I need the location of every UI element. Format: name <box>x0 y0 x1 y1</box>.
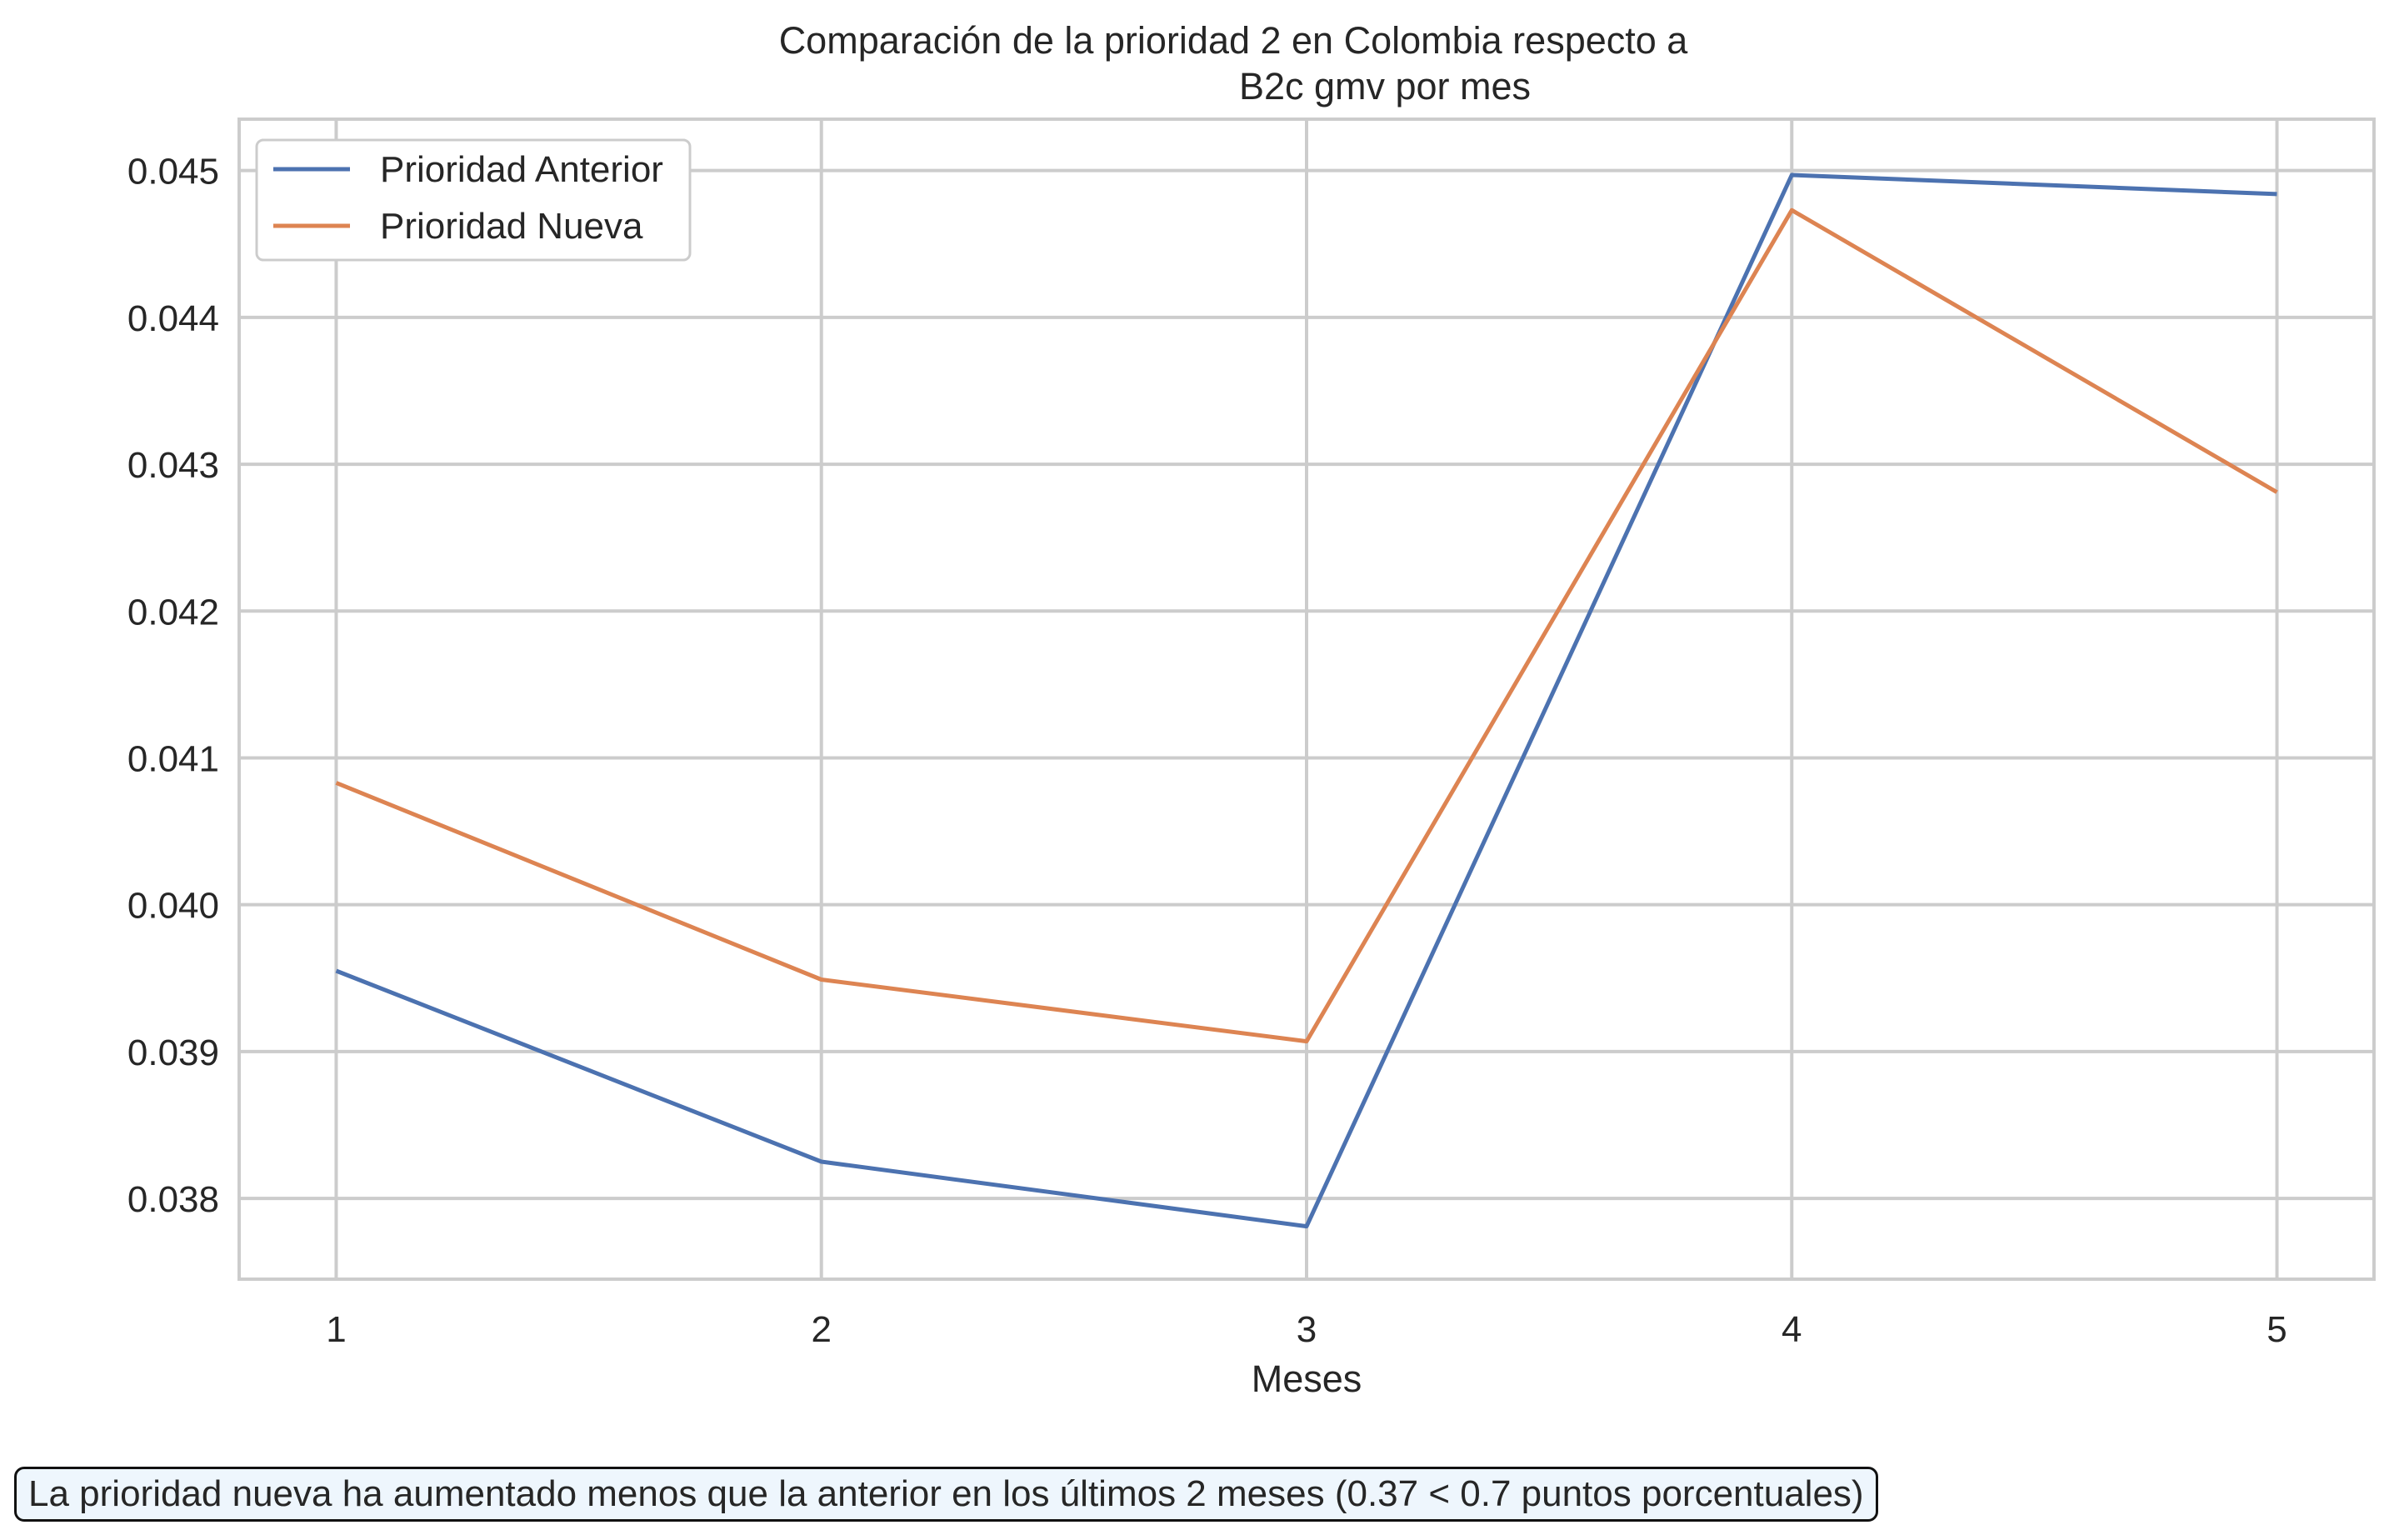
x-axis: 1 2 3 4 5 <box>326 1309 2287 1350</box>
annotation-text: La prioridad nueva ha aumentado menos qu… <box>28 1473 1864 1514</box>
chart-title-line-2: B2c gmv por mes <box>1239 65 1531 108</box>
x-tick-label: 4 <box>1782 1309 1802 1350</box>
y-axis: 0.038 0.039 0.040 0.041 0.042 0.043 0.044 0.045 <box>127 152 219 1220</box>
series-line-prioridad-anterior <box>335 172 2277 1229</box>
y-tick-label: 0.042 <box>127 592 219 632</box>
legend: Prioridad Anterior Prioridad Nueva <box>255 138 692 262</box>
y-tick-label: 0.044 <box>127 298 219 339</box>
y-tick-label: 0.041 <box>127 738 219 779</box>
legend-label-prioridad-nueva: Prioridad Nueva <box>380 206 643 247</box>
x-tick-label: 1 <box>326 1309 346 1350</box>
x-tick-label: 2 <box>811 1309 831 1350</box>
x-tick-label: 3 <box>1297 1309 1317 1350</box>
series-lines <box>335 172 2278 1229</box>
y-tick-label: 0.045 <box>127 152 219 192</box>
chart-title-line-1: Comparación de la prioridad 2 en Colombi… <box>779 19 1689 62</box>
legend-label-prioridad-anterior: Prioridad Anterior <box>380 149 663 190</box>
y-tick-label: 0.039 <box>127 1032 219 1073</box>
x-tick-label: 5 <box>2267 1309 2287 1350</box>
y-tick-label: 0.040 <box>127 886 219 927</box>
annotation-box: La prioridad nueva ha aumentado menos qu… <box>14 1467 1878 1522</box>
series-line-prioridad-nueva <box>335 208 2278 1044</box>
legend-box <box>255 138 692 262</box>
y-tick-label: 0.043 <box>127 445 219 486</box>
x-axis-label: Meses <box>1252 1358 1362 1400</box>
y-tick-label: 0.038 <box>127 1179 219 1220</box>
grid <box>239 119 2374 1279</box>
